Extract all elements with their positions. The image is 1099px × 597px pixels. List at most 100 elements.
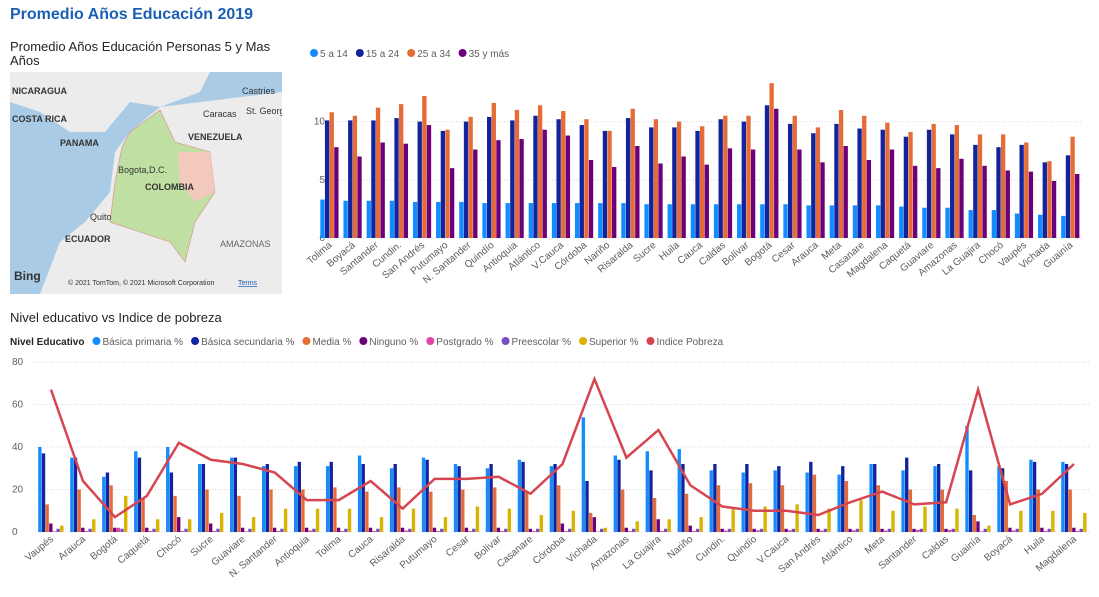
bar — [923, 507, 926, 533]
bar — [626, 118, 630, 238]
bar — [486, 468, 489, 532]
bar — [760, 529, 763, 532]
bar — [344, 529, 347, 532]
bar — [252, 517, 255, 532]
legend-marker — [92, 337, 100, 345]
x-tick-label: Vaupés — [23, 534, 55, 564]
bar — [60, 526, 63, 532]
bar — [841, 466, 844, 532]
bar — [717, 485, 720, 532]
bar — [1043, 162, 1047, 238]
bar — [660, 531, 663, 532]
bar — [561, 524, 564, 533]
x-tick-label: Caquetá — [877, 240, 913, 273]
x-tick-label: Santander — [338, 239, 381, 278]
bar — [184, 529, 187, 532]
bar — [1048, 529, 1051, 532]
bar — [631, 109, 635, 238]
bar — [489, 464, 492, 532]
bar — [589, 160, 593, 238]
bar — [348, 509, 351, 532]
bar — [1061, 216, 1065, 238]
bar — [312, 529, 315, 532]
bar — [705, 165, 709, 238]
bar — [728, 148, 732, 238]
bar — [948, 530, 951, 532]
bar — [53, 531, 56, 532]
bar — [774, 109, 778, 238]
x-tick-label: Vaupés — [997, 240, 1029, 270]
x-tick-label: La Guajira — [940, 240, 983, 278]
chart-title: Nivel educativo vs Indice de pobreza — [10, 311, 222, 325]
bar — [635, 146, 639, 238]
x-tick-label: Sucre — [632, 240, 659, 265]
bar — [809, 462, 812, 532]
bar — [752, 529, 755, 532]
x-tick-label: San Andrés — [776, 534, 823, 576]
bar — [1040, 528, 1043, 532]
bar — [820, 162, 824, 238]
legend-label: 15 a 24 — [366, 49, 400, 60]
bar — [436, 531, 439, 532]
x-tick-label: Atlántico — [506, 240, 543, 273]
bar — [298, 462, 301, 532]
bar — [552, 203, 556, 238]
x-tick-label: Cundin. — [694, 534, 727, 565]
bar — [241, 528, 244, 532]
x-tick-label: Bolívar — [720, 239, 751, 268]
bar — [177, 517, 180, 532]
bar — [742, 122, 746, 238]
bar — [884, 531, 887, 532]
bar — [980, 531, 983, 532]
bar — [612, 167, 616, 238]
bar — [521, 462, 524, 532]
bar — [515, 110, 519, 238]
legend-marker — [579, 337, 587, 345]
bar — [891, 511, 894, 532]
bar — [625, 528, 628, 532]
bar — [604, 528, 607, 532]
bar — [959, 159, 963, 238]
bar — [719, 119, 723, 238]
bar — [337, 528, 340, 532]
bar — [593, 517, 596, 532]
bar — [170, 473, 173, 533]
bar — [575, 203, 579, 238]
map-attribution: © 2021 TomTom, © 2021 Microsoft Corporat… — [68, 279, 214, 287]
bar — [857, 129, 861, 238]
bar — [852, 530, 855, 532]
bar — [202, 464, 205, 532]
bar — [49, 524, 52, 533]
map-label: Caracas — [203, 109, 237, 119]
bar — [1061, 462, 1064, 532]
bar — [1037, 490, 1040, 533]
bar — [166, 447, 169, 532]
bar — [301, 490, 304, 533]
legend-label: Ninguno % — [369, 337, 418, 348]
bar — [487, 117, 491, 238]
bar — [760, 204, 764, 238]
bar — [792, 529, 795, 532]
bar — [482, 203, 486, 238]
map[interactable]: NICARAGUA COSTA RICA PANAMA VENEZUELA CO… — [10, 72, 282, 294]
x-tick-label: Cauca — [676, 240, 706, 267]
bar — [614, 456, 617, 533]
bar — [793, 116, 797, 238]
map-terms[interactable]: Terms — [238, 280, 258, 287]
bar — [465, 528, 468, 532]
bar — [997, 466, 1000, 532]
x-tick-label: Arauca — [57, 534, 89, 563]
bar — [440, 529, 443, 532]
bar — [691, 204, 695, 238]
bar — [1066, 155, 1070, 238]
bar — [598, 203, 602, 238]
line — [51, 379, 1074, 517]
legend-label: 35 y más — [469, 49, 510, 60]
x-tick-label: Córdoba — [531, 534, 568, 567]
bar — [353, 116, 357, 238]
legend-marker — [426, 337, 434, 345]
bar — [556, 119, 560, 238]
legend-marker — [502, 337, 510, 345]
bar — [476, 507, 479, 533]
bar — [124, 496, 127, 532]
